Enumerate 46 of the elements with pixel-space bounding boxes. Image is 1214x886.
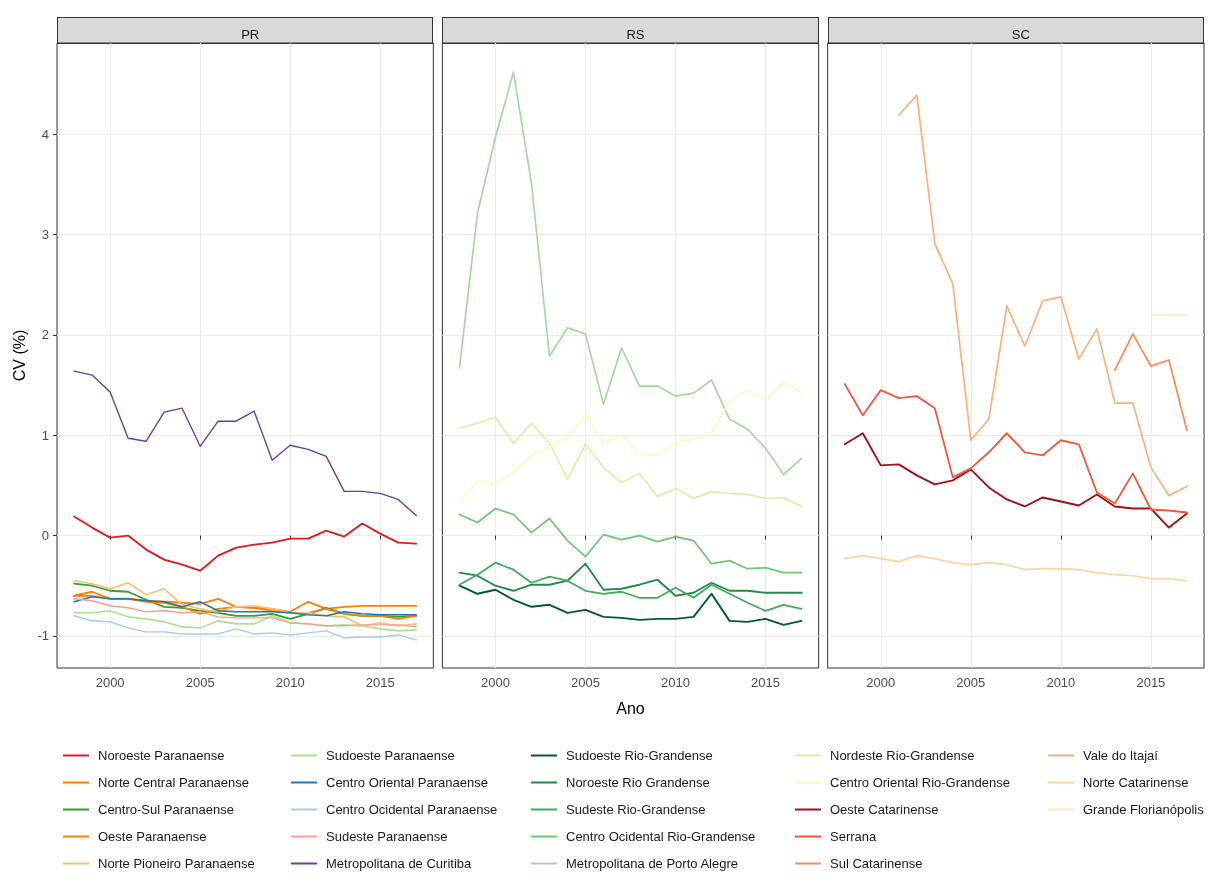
x-tick-label: 2005 bbox=[571, 675, 600, 690]
y-tick-label: 2 bbox=[41, 327, 49, 343]
y-tick-label: 0 bbox=[41, 528, 49, 544]
chart-title: RS bbox=[626, 27, 645, 42]
x-tick-label: 2000 bbox=[866, 675, 896, 690]
legend-label: Sudeste Paranaense bbox=[326, 829, 448, 844]
legend-label: Grande Florianópolis bbox=[1083, 802, 1205, 817]
legend-label: Oeste Paranaense bbox=[98, 829, 207, 844]
x-tick-label: 2015 bbox=[1136, 675, 1166, 690]
x-tick-label: 2000 bbox=[95, 675, 125, 690]
legend-label: Serrana bbox=[830, 829, 878, 844]
legend-label: Oeste Catarinense bbox=[830, 802, 939, 817]
x-tick-label: 2005 bbox=[956, 675, 986, 690]
legend-label: Noroeste Rio Grandense bbox=[566, 775, 710, 790]
legend-label: Metropolitana de Curitiba bbox=[326, 856, 473, 871]
legend-label: Centro Oriental Paranaense bbox=[326, 775, 488, 790]
legend-label: Norte Pioneiro Paranaense bbox=[98, 856, 255, 871]
x-tick-label: 2015 bbox=[365, 675, 395, 690]
legend-label: Sul Catarinense bbox=[830, 856, 923, 871]
y-axis-title: CV (%) bbox=[10, 329, 28, 382]
x-tick-label: 2010 bbox=[1046, 675, 1076, 690]
legend-label: Noroeste Paranaense bbox=[98, 748, 225, 763]
x-tick-label: 2015 bbox=[751, 675, 781, 690]
legend-label: Sudoeste Paranaense bbox=[326, 748, 455, 763]
chart-title: SC bbox=[1011, 27, 1030, 42]
legend-label: Vale do Itajaí bbox=[1083, 748, 1159, 763]
y-tick-label: 1 bbox=[41, 427, 49, 443]
legend-label: Sudeste Rio-Grandense bbox=[566, 802, 706, 817]
legend-label: Centro Ocidental Paranaense bbox=[326, 802, 498, 817]
legend-label: Centro Ocidental Rio-Grandense bbox=[566, 829, 756, 844]
x-axis-title: Ano bbox=[616, 699, 645, 717]
y-tick-label: 3 bbox=[41, 227, 49, 243]
x-tick-label: 2000 bbox=[480, 675, 510, 690]
y-tick-label: 4 bbox=[41, 126, 49, 142]
y-tick-label: -1 bbox=[37, 628, 49, 644]
legend-label: Sudoeste Rio-Grandense bbox=[566, 748, 713, 763]
legend-label: Centro-Sul Paranaense bbox=[98, 802, 234, 817]
x-tick-label: 2005 bbox=[185, 675, 215, 690]
legend-label: Norte Catarinense bbox=[1083, 775, 1189, 790]
chart-title: PR bbox=[241, 27, 260, 42]
legend-label: Centro Oriental Rio-Grandense bbox=[830, 775, 1010, 790]
legend-label: Norte Central Paranaense bbox=[98, 775, 250, 790]
x-tick-label: 2010 bbox=[661, 675, 690, 690]
legend-label: Metropolitana de Porto Alegre bbox=[566, 856, 738, 871]
x-tick-label: 2010 bbox=[275, 675, 305, 690]
legend-label: Nordeste Rio-Grandense bbox=[830, 748, 975, 763]
